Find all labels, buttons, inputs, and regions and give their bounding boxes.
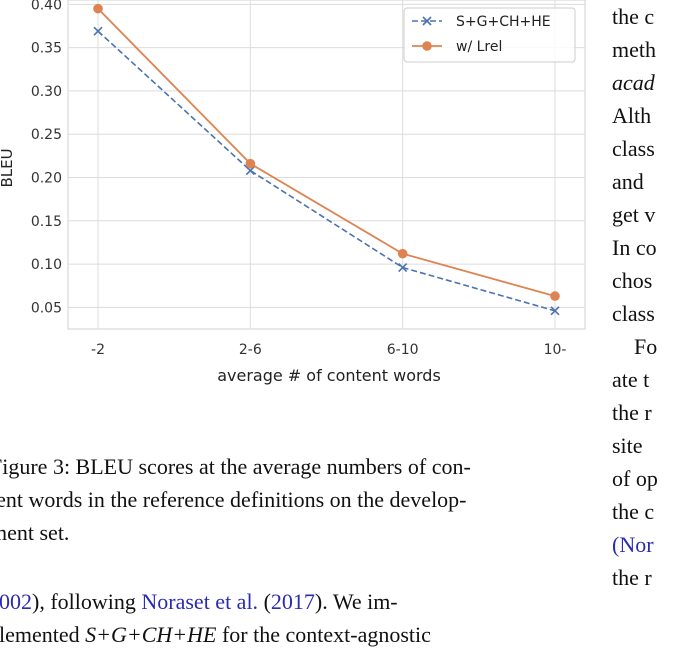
body-line: 2002), following Noraset et al. (2017). … [0, 585, 613, 618]
right-line: (Nor [612, 532, 654, 557]
legend-label-series-1: S+G+CH+HE [456, 14, 551, 30]
right-line: class [612, 136, 655, 161]
y-tick-labels: 0.05 0.10 0.15 0.20 0.25 0.30 0.35 0.40 [31, 0, 62, 316]
right-line: meth [612, 37, 656, 62]
x-tick-label: 6-10 [387, 342, 419, 358]
y-axis-label: BLEU [0, 148, 16, 187]
body-line: plemented S+G+CH+HE for the context-agno… [0, 618, 613, 651]
right-line: of op [612, 466, 658, 491]
y-tick-label: 0.30 [31, 84, 62, 100]
right-line: site [612, 433, 643, 458]
data-point-series-2 [93, 3, 103, 14]
data-point-series-1 [245, 165, 255, 176]
right-line: ate t [612, 367, 650, 392]
right-line: In co [612, 235, 657, 260]
body-text: ( [258, 589, 271, 614]
chart-svg: 0.05 0.10 0.15 0.20 0.25 0.30 0.35 0.40 -2 2-6 6-… [0, 0, 586, 385]
body-text: plemented [0, 622, 80, 647]
legend-label-series-2: w/ Lrel [456, 39, 502, 55]
right-line: the c [612, 4, 655, 29]
right-line: and [612, 169, 644, 194]
y-tick-label: 0.35 [31, 41, 62, 57]
citation-authors[interactable]: Noraset et al. [141, 589, 259, 614]
data-point-series-2 [550, 291, 560, 301]
x-tick-label: -2 [91, 342, 105, 358]
series-line-2 [97, 8, 556, 297]
caption-line: Figure 3: BLEU scores at the average num… [0, 454, 471, 479]
model-name: S+G+CH+HE [85, 622, 217, 647]
body-text: ), following [32, 589, 142, 614]
x-tick-labels: -2 2-6 6-10 10- [91, 342, 566, 358]
data-point-series-1 [93, 26, 103, 36]
body-text-left: 2002), following Noraset et al. (2017). … [0, 585, 613, 651]
right-line: the r [612, 400, 652, 425]
data-point-series-1 [398, 262, 408, 273]
citation-year[interactable]: 2002 [0, 589, 32, 614]
legend-marker-series-1 [422, 16, 432, 26]
caption-line: tent words in the reference definitions … [0, 487, 467, 512]
x-axis-label: average # of content words [217, 366, 441, 385]
y-tick-label: 0.05 [31, 300, 62, 316]
right-line: acad [612, 70, 655, 95]
citation-year[interactable]: 2017 [270, 589, 315, 614]
legend: S+G+CH+HE w/ Lrel [403, 7, 576, 63]
right-line: Alth [612, 103, 652, 128]
legend-box [403, 7, 576, 63]
right-line: the r [612, 565, 652, 590]
right-line: chos [612, 268, 653, 293]
data-point-series-2 [245, 158, 256, 169]
x-tick-label: 10- [544, 342, 567, 358]
right-line: get v [612, 202, 656, 227]
body-text: ). We im- [314, 589, 398, 614]
series-layer [93, 3, 560, 316]
right-line: class [612, 301, 655, 326]
y-tick-label: 0.40 [31, 0, 62, 13]
y-tick-label: 0.20 [31, 170, 62, 186]
right-line: the c [612, 499, 655, 524]
right-line: Fo [634, 334, 658, 359]
figure-caption: Figure 3: BLEU scores at the average num… [0, 450, 600, 549]
legend-marker-series-2 [422, 41, 432, 51]
data-point-series-1 [550, 306, 560, 316]
bleu-line-chart: 0.05 0.10 0.15 0.20 0.25 0.30 0.35 0.40 -2 2-6 6-… [0, 0, 586, 385]
data-point-series-2 [397, 248, 408, 259]
x-tick-label: 2-6 [239, 342, 262, 358]
y-tick-label: 0.25 [31, 127, 62, 143]
series-line-1 [97, 30, 556, 312]
body-text-right: the c meth acad Alth class and get v In … [612, 0, 692, 594]
y-tick-label: 0.10 [31, 257, 62, 273]
body-text: for the context-agnostic [216, 622, 431, 647]
caption-line: ment set. [0, 520, 70, 545]
y-tick-label: 0.15 [31, 214, 62, 230]
